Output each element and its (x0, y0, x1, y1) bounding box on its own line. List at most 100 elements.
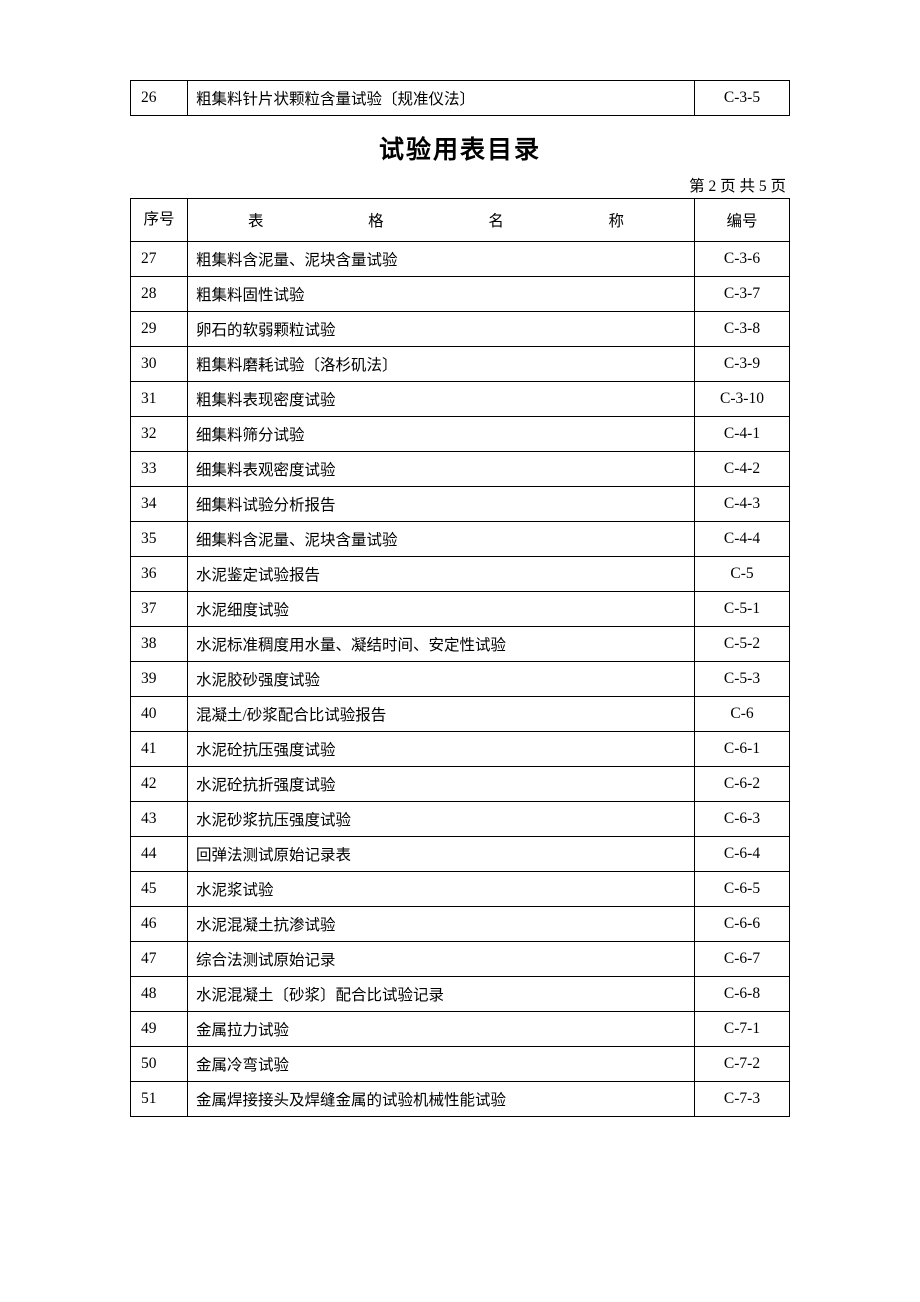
table-row: 49金属拉力试验C-7-1 (131, 1012, 790, 1047)
header-seq: 序号 (131, 199, 188, 242)
table-row: 29卵石的软弱颗粒试验C-3-8 (131, 312, 790, 347)
top-table: 26 粗集料针片状颗粒含量试验〔规准仪法〕 C-3-5 (130, 80, 790, 116)
table-row: 30粗集料磨耗试验〔洛杉矶法〕C-3-9 (131, 347, 790, 382)
cell-seq: 30 (131, 347, 188, 382)
cell-code: C-7-1 (695, 1012, 790, 1047)
table-row: 28粗集料固性试验C-3-7 (131, 277, 790, 312)
header-code: 编号 (695, 199, 790, 242)
cell-name: 混凝土/砂浆配合比试验报告 (188, 697, 695, 732)
cell-name: 水泥标准稠度用水量、凝结时间、安定性试验 (188, 627, 695, 662)
cell-seq: 41 (131, 732, 188, 767)
cell-seq: 43 (131, 802, 188, 837)
cell-name: 金属焊接接头及焊缝金属的试验机械性能试验 (188, 1082, 695, 1117)
cell-seq: 36 (131, 557, 188, 592)
table-row: 48水泥混凝土〔砂浆〕配合比试验记录C-6-8 (131, 977, 790, 1012)
cell-code: C-6-8 (695, 977, 790, 1012)
cell-name: 细集料表观密度试验 (188, 452, 695, 487)
cell-code: C-5 (695, 557, 790, 592)
cell-code: C-6 (695, 697, 790, 732)
cell-code: C-7-3 (695, 1082, 790, 1117)
cell-seq: 51 (131, 1082, 188, 1117)
cell-code: C-4-2 (695, 452, 790, 487)
page-number-info: 第 2 页 共 5 页 (130, 174, 790, 196)
cell-seq: 31 (131, 382, 188, 417)
cell-code: C-6-4 (695, 837, 790, 872)
cell-name: 水泥鉴定试验报告 (188, 557, 695, 592)
cell-name: 水泥混凝土〔砂浆〕配合比试验记录 (188, 977, 695, 1012)
table-row: 50金属冷弯试验C-7-2 (131, 1047, 790, 1082)
cell-name: 细集料含泥量、泥块含量试验 (188, 522, 695, 557)
table-row: 45水泥浆试验C-6-5 (131, 872, 790, 907)
cell-name: 粗集料磨耗试验〔洛杉矶法〕 (188, 347, 695, 382)
cell-seq: 50 (131, 1047, 188, 1082)
cell-name: 细集料筛分试验 (188, 417, 695, 452)
page-title: 试验用表目录 (130, 130, 790, 166)
cell-code: C-4-4 (695, 522, 790, 557)
cell-name: 水泥砼抗压强度试验 (188, 732, 695, 767)
main-table: 序号 表 格 名 称 编号 27粗集料含泥量、泥块含量试验C-3-628粗集料固… (130, 198, 790, 1117)
table-row: 36水泥鉴定试验报告C-5 (131, 557, 790, 592)
cell-name: 粗集料固性试验 (188, 277, 695, 312)
cell-code: C-3-8 (695, 312, 790, 347)
cell-seq: 33 (131, 452, 188, 487)
cell-code: C-6-7 (695, 942, 790, 977)
cell-name: 细集料试验分析报告 (188, 487, 695, 522)
table-row: 41水泥砼抗压强度试验C-6-1 (131, 732, 790, 767)
table-row: 40混凝土/砂浆配合比试验报告C-6 (131, 697, 790, 732)
cell-name: 水泥细度试验 (188, 592, 695, 627)
table-row: 33细集料表观密度试验C-4-2 (131, 452, 790, 487)
cell-name: 金属冷弯试验 (188, 1047, 695, 1082)
table-row: 38水泥标准稠度用水量、凝结时间、安定性试验C-5-2 (131, 627, 790, 662)
cell-code: C-4-1 (695, 417, 790, 452)
cell-code: C-5-3 (695, 662, 790, 697)
table-row: 37水泥细度试验C-5-1 (131, 592, 790, 627)
cell-seq: 44 (131, 837, 188, 872)
cell-seq: 35 (131, 522, 188, 557)
cell-seq: 47 (131, 942, 188, 977)
table-row: 46水泥混凝土抗渗试验C-6-6 (131, 907, 790, 942)
cell-code: C-3-7 (695, 277, 790, 312)
table-row: 44回弹法测试原始记录表C-6-4 (131, 837, 790, 872)
cell-seq: 32 (131, 417, 188, 452)
cell-name: 水泥胶砂强度试验 (188, 662, 695, 697)
table-header-row: 序号 表 格 名 称 编号 (131, 199, 790, 242)
cell-seq: 37 (131, 592, 188, 627)
cell-code: C-5-2 (695, 627, 790, 662)
table-row: 43水泥砂浆抗压强度试验C-6-3 (131, 802, 790, 837)
cell-code: C-4-3 (695, 487, 790, 522)
cell-seq: 34 (131, 487, 188, 522)
cell-seq: 45 (131, 872, 188, 907)
cell-code: C-7-2 (695, 1047, 790, 1082)
cell-name: 水泥砼抗折强度试验 (188, 767, 695, 802)
cell-seq: 27 (131, 242, 188, 277)
cell-name: 回弹法测试原始记录表 (188, 837, 695, 872)
cell-seq: 48 (131, 977, 188, 1012)
cell-code: C-3-6 (695, 242, 790, 277)
cell-seq: 29 (131, 312, 188, 347)
cell-code: C-6-3 (695, 802, 790, 837)
cell-name: 综合法测试原始记录 (188, 942, 695, 977)
table-row: 35细集料含泥量、泥块含量试验C-4-4 (131, 522, 790, 557)
cell-code: C-6-1 (695, 732, 790, 767)
table-row: 27粗集料含泥量、泥块含量试验C-3-6 (131, 242, 790, 277)
cell-seq: 40 (131, 697, 188, 732)
cell-seq: 39 (131, 662, 188, 697)
table-row: 34细集料试验分析报告C-4-3 (131, 487, 790, 522)
cell-code: C-5-1 (695, 592, 790, 627)
cell-seq: 38 (131, 627, 188, 662)
cell-name: 水泥混凝土抗渗试验 (188, 907, 695, 942)
cell-seq: 28 (131, 277, 188, 312)
table-row: 42水泥砼抗折强度试验C-6-2 (131, 767, 790, 802)
table-row: 47综合法测试原始记录C-6-7 (131, 942, 790, 977)
cell-name: 粗集料表现密度试验 (188, 382, 695, 417)
cell-seq: 26 (131, 81, 188, 116)
table-row: 51金属焊接接头及焊缝金属的试验机械性能试验C-7-3 (131, 1082, 790, 1117)
cell-name: 卵石的软弱颗粒试验 (188, 312, 695, 347)
cell-name: 粗集料含泥量、泥块含量试验 (188, 242, 695, 277)
cell-seq: 42 (131, 767, 188, 802)
document-page: 26 粗集料针片状颗粒含量试验〔规准仪法〕 C-3-5 试验用表目录 第 2 页… (0, 0, 920, 1197)
cell-name: 水泥浆试验 (188, 872, 695, 907)
table-row: 31粗集料表现密度试验C-3-10 (131, 382, 790, 417)
cell-code: C-6-6 (695, 907, 790, 942)
cell-code: C-3-5 (695, 81, 790, 116)
